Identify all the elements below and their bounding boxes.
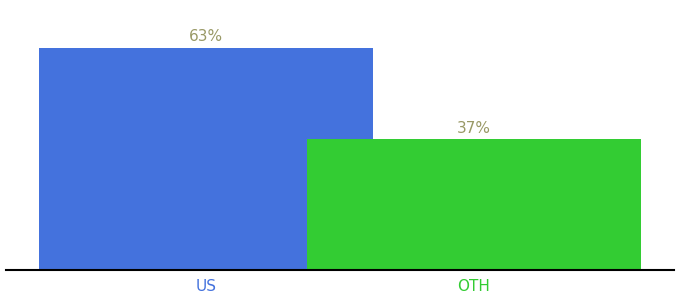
Text: 37%: 37% (457, 121, 491, 136)
Bar (39, 48, 373, 270)
Text: 63%: 63% (189, 29, 223, 44)
Bar (307, 140, 641, 270)
